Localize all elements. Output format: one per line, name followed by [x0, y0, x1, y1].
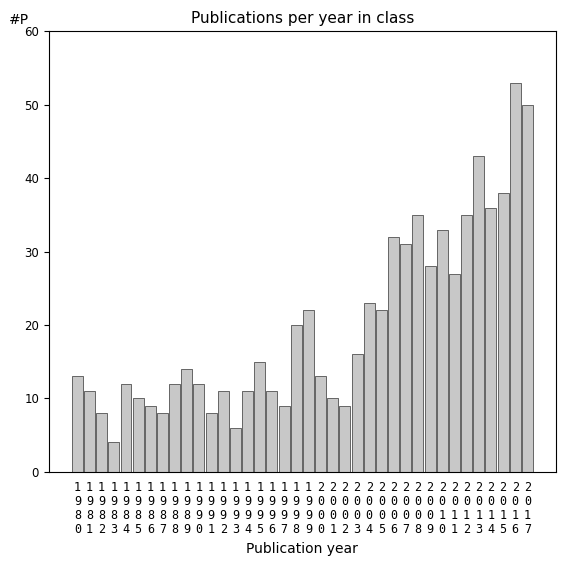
Bar	[181, 369, 192, 472]
Bar	[121, 384, 132, 472]
Bar	[84, 391, 95, 472]
Bar	[266, 391, 277, 472]
Bar	[449, 273, 460, 472]
Y-axis label: #P: #P	[9, 13, 28, 27]
Bar	[340, 405, 350, 472]
Bar	[400, 244, 411, 472]
Title: Publications per year in class: Publications per year in class	[191, 11, 414, 26]
Bar	[255, 362, 265, 472]
Bar	[461, 215, 472, 472]
Bar	[437, 230, 448, 472]
Bar	[108, 442, 119, 472]
Bar	[412, 215, 424, 472]
Bar	[242, 391, 253, 472]
Bar	[193, 384, 205, 472]
Bar	[498, 193, 509, 472]
Bar	[364, 303, 375, 472]
Bar	[218, 391, 229, 472]
Bar	[291, 325, 302, 472]
Bar	[230, 428, 241, 472]
Bar	[352, 354, 362, 472]
Bar	[510, 83, 521, 472]
Bar	[96, 413, 107, 472]
Bar	[522, 105, 533, 472]
Bar	[206, 413, 217, 472]
Bar	[157, 413, 168, 472]
Bar	[327, 398, 338, 472]
Bar	[278, 405, 290, 472]
X-axis label: Publication year: Publication year	[247, 542, 358, 556]
Bar	[388, 237, 399, 472]
Bar	[376, 310, 387, 472]
Bar	[133, 398, 143, 472]
Bar	[315, 376, 326, 472]
Bar	[145, 405, 156, 472]
Bar	[303, 310, 314, 472]
Bar	[473, 156, 484, 472]
Bar	[169, 384, 180, 472]
Bar	[425, 266, 435, 472]
Bar	[72, 376, 83, 472]
Bar	[485, 208, 496, 472]
